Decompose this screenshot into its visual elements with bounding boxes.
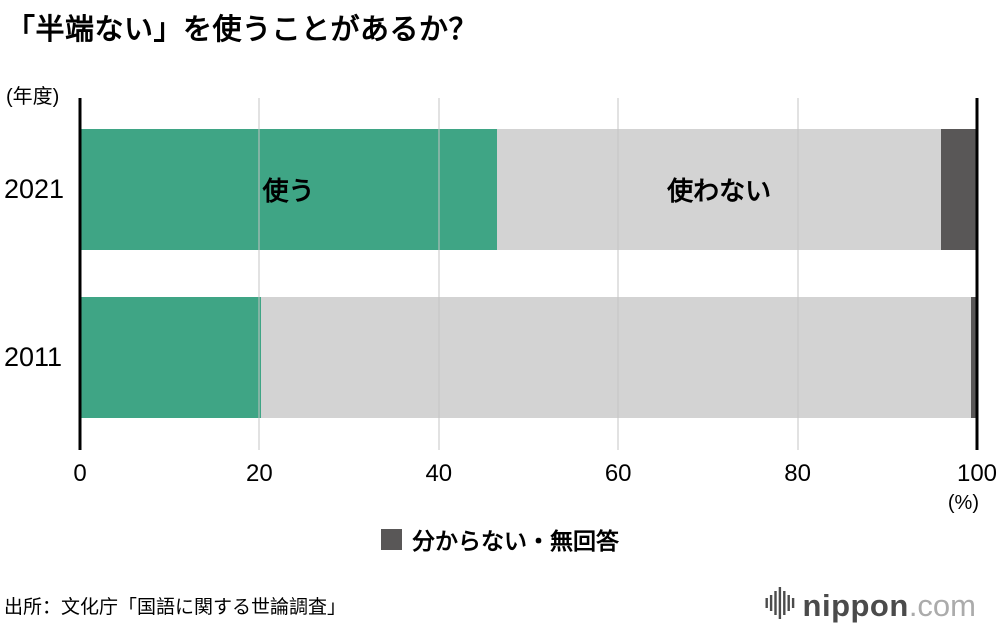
- gridline-40: [438, 98, 440, 450]
- gridline-80: [797, 98, 799, 450]
- logo-tld: .com: [908, 587, 976, 623]
- bar-segment-2021-使わない: 使わない: [497, 129, 942, 250]
- category-label-2021: 2021: [4, 174, 65, 204]
- bar-row-2011: [80, 297, 977, 418]
- bar-segment-2011-分からない・無回答: [970, 297, 977, 418]
- gridline-100: [975, 98, 979, 450]
- x-tick-label-60: 60: [604, 460, 632, 487]
- legend-swatch-dontknow: [381, 528, 402, 550]
- bar-row-2021: 使う 使わない: [80, 129, 977, 250]
- gridline-60: [617, 98, 619, 450]
- gridline-0: [78, 98, 82, 450]
- bar-segment-2021-使う: 使う: [80, 129, 498, 250]
- x-tick-label-100: 100: [956, 460, 998, 487]
- logo-wordmark: nippon: [802, 587, 909, 623]
- nippon-com-logo: nippon.com: [764, 585, 976, 626]
- x-tick-label-0: 0: [73, 460, 87, 487]
- chart-title: 「半端ない」を使うことがあるか？: [6, 14, 479, 46]
- bar-segment-2011-使う: [80, 297, 262, 418]
- legend: 分からない・無回答: [0, 522, 1000, 556]
- legend-label: 分からない・無回答: [412, 528, 619, 554]
- gridline-20: [258, 98, 260, 450]
- bar-segment-2021-分からない・無回答: [941, 129, 977, 250]
- soundwave-icon: [764, 585, 796, 626]
- source-credit: 出所：文化庁「国語に関する世論調査」: [4, 597, 347, 618]
- y-axis-unit-label: (年度): [6, 86, 60, 108]
- plot-area: (%) 使う 使わない 0 20 40 60 80 100: [73, 98, 997, 514]
- x-axis-unit-label: (%): [947, 492, 979, 514]
- x-tick-label-20: 20: [246, 460, 273, 487]
- x-tick-label-80: 80: [784, 460, 811, 487]
- bar-segment-2011-使わない: [261, 297, 971, 418]
- x-tick-label-40: 40: [425, 460, 453, 487]
- category-label-2011: 2011: [4, 342, 63, 372]
